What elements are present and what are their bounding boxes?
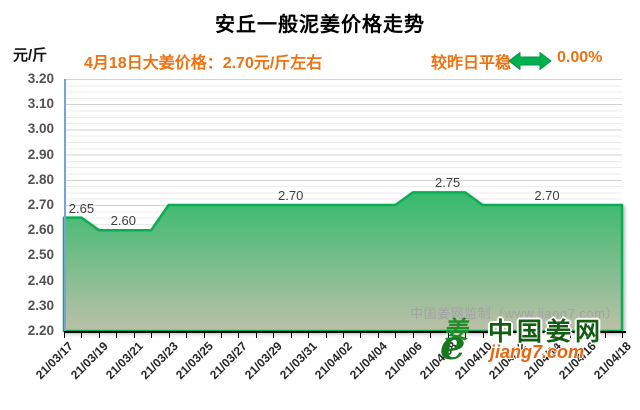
x-axis-tick — [151, 333, 153, 338]
x-axis-tick — [447, 333, 449, 338]
x-axis-tick — [569, 333, 571, 338]
data-point-label: 2.70 — [278, 188, 304, 203]
x-axis-tick — [517, 333, 519, 338]
y-axis-unit-label: 元/斤 — [13, 47, 48, 64]
x-axis-tick — [604, 333, 606, 338]
ginger-logo-icon: 姜 e — [438, 317, 488, 370]
y-axis-tick-label: 2.50 — [27, 247, 54, 263]
y-axis-tick-label: 2.20 — [27, 323, 54, 338]
x-axis-line — [64, 331, 626, 333]
x-axis-tick — [395, 333, 397, 338]
x-axis-tick — [98, 333, 100, 338]
x-axis-tick — [552, 333, 554, 338]
x-axis-tick — [255, 333, 257, 338]
trend-percent: 0.00% — [557, 49, 603, 66]
logo-brand-name: 中国姜网 — [488, 318, 605, 346]
x-axis-tick — [133, 333, 135, 338]
x-axis-tick — [412, 333, 414, 338]
page-title: 安丘一般泥姜价格走势 — [215, 14, 425, 36]
y-axis-tick-label: 2.30 — [27, 297, 54, 313]
flat-trend-arrow-icon — [508, 52, 552, 70]
x-axis-tick — [360, 333, 362, 338]
plot-area: 中国姜网监制（www.jiang7.com） 2.65 2.60 2.70 2.75 2… — [62, 79, 624, 333]
x-axis-tick — [220, 333, 222, 338]
x-axis-tick — [116, 333, 118, 338]
x-axis-tick — [308, 333, 310, 338]
trend-subtitle: 较昨日平稳 — [431, 55, 512, 72]
x-axis-tick — [203, 333, 205, 338]
data-point-label: 2.75 — [434, 175, 461, 191]
logo-text: 中国姜网 jiang7.com — [488, 318, 605, 362]
x-axis-tick — [273, 333, 275, 338]
x-axis-tick — [186, 333, 188, 338]
y-axis-tick-label: 3.00 — [27, 121, 54, 137]
x-axis-tick — [430, 333, 432, 338]
x-axis-tick — [482, 333, 484, 338]
x-axis-tick — [325, 333, 327, 338]
x-axis-tick — [587, 333, 589, 338]
x-axis-tick — [465, 333, 467, 338]
x-axis-tick — [534, 333, 536, 338]
y-axis-tick-label: 2.90 — [27, 146, 54, 162]
x-axis-tick — [168, 333, 170, 338]
x-axis-tick — [622, 333, 623, 338]
plot-watermark-text: 中国姜网监制（www.jiang7.com） — [410, 306, 619, 321]
logo-e-glyph: e — [440, 322, 466, 369]
data-point-label: 2.70 — [534, 188, 560, 203]
x-axis-tick — [290, 333, 292, 338]
jiang7-logo: 姜 e 中国姜网 jiang7.com — [438, 317, 605, 370]
y-axis-tick-label: 2.60 — [27, 222, 54, 238]
price-area-series — [62, 191, 624, 333]
x-axis-tick — [81, 333, 83, 338]
price-subtitle: 4月18日大姜价格：2.70元/斤左右 — [84, 55, 323, 72]
x-axis-tick — [238, 333, 240, 338]
x-axis-date-label: 21/03/23 — [137, 339, 181, 382]
x-axis-tick — [64, 333, 65, 338]
y-axis-tick-label: 2.40 — [27, 272, 54, 288]
y-axis-tick-label: 3.20 — [27, 71, 54, 86]
data-point-label: 2.65 — [68, 200, 95, 216]
y-axis-line — [64, 79, 66, 331]
x-axis-tick — [499, 333, 501, 338]
x-axis-tick — [377, 333, 379, 338]
logo-domain: jiang7.com — [490, 342, 585, 362]
y-axis-tick-label: 2.70 — [27, 197, 54, 212]
data-point-label: 2.60 — [110, 213, 136, 229]
x-axis-tick — [343, 333, 344, 338]
y-axis-tick-label: 2.80 — [27, 171, 54, 187]
y-axis-tick-label: 3.10 — [27, 96, 54, 112]
